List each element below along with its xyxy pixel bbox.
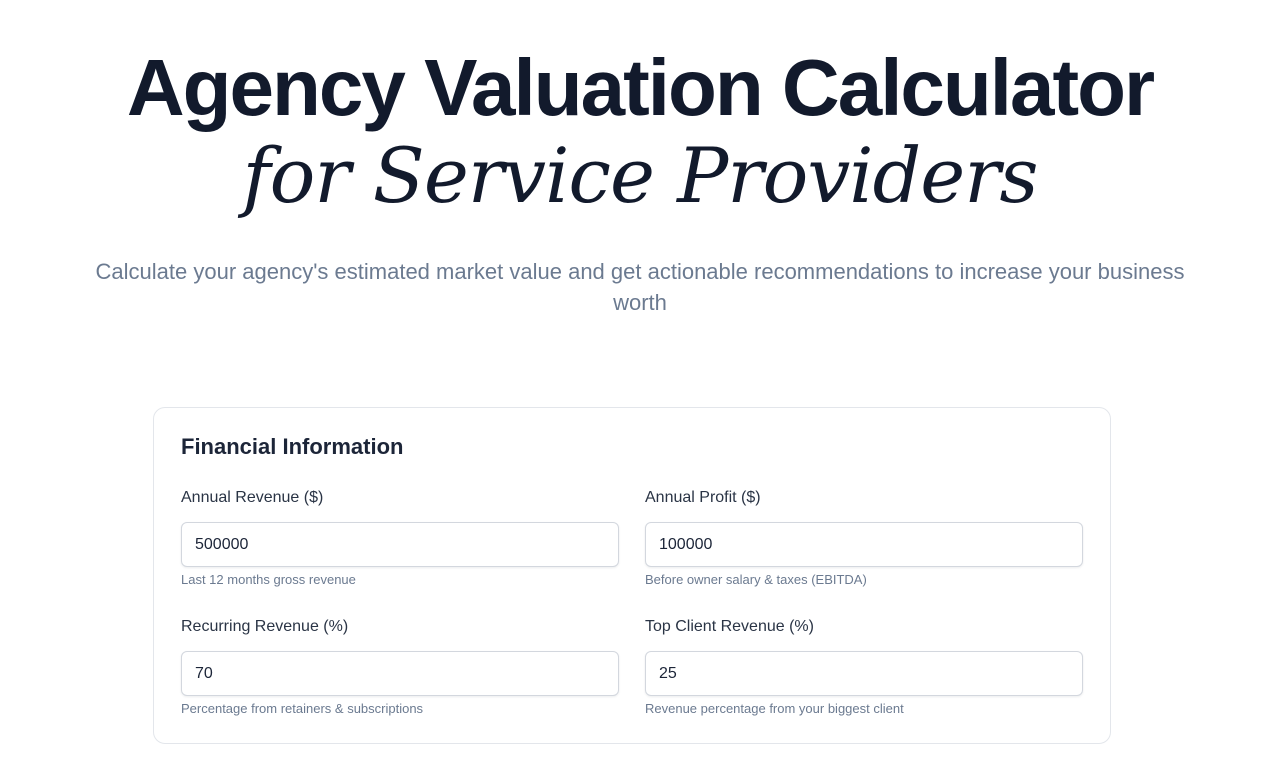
top-client-revenue-label: Top Client Revenue (%): [645, 618, 814, 635]
annual-profit-input[interactable]: [645, 522, 1083, 567]
annual-profit-hint: Before owner salary & taxes (EBITDA): [645, 572, 867, 587]
annual-profit-field-group: Annual Profit ($) Before owner salary & …: [645, 488, 1083, 589]
annual-profit-label: Annual Profit ($): [645, 489, 761, 506]
recurring-revenue-label: Recurring Revenue (%): [181, 618, 349, 635]
top-client-revenue-hint: Revenue percentage from your biggest cli…: [645, 701, 904, 716]
page-subtitle: Calculate your agency's estimated market…: [95, 259, 1185, 315]
page-title: Agency Valuation Calculator: [126, 43, 1155, 132]
recurring-revenue-input[interactable]: [181, 651, 619, 696]
card-title: Financial Information: [181, 434, 404, 459]
recurring-revenue-field-group: Recurring Revenue (%) Percentage from re…: [181, 617, 619, 718]
annual-revenue-input[interactable]: [181, 522, 619, 567]
annual-revenue-label: Annual Revenue ($): [181, 489, 324, 506]
annual-revenue-field-group: Annual Revenue ($) Last 12 months gross …: [181, 488, 619, 589]
top-client-revenue-field-group: Top Client Revenue (%) Revenue percentag…: [645, 617, 1083, 718]
page-title-tagline: for Service Providers: [242, 131, 1038, 220]
annual-revenue-hint: Last 12 months gross revenue: [181, 572, 356, 587]
top-client-revenue-input[interactable]: [645, 651, 1083, 696]
recurring-revenue-hint: Percentage from retainers & subscription…: [181, 701, 424, 716]
financial-information-card: Financial Information Annual Revenue ($)…: [153, 407, 1111, 744]
